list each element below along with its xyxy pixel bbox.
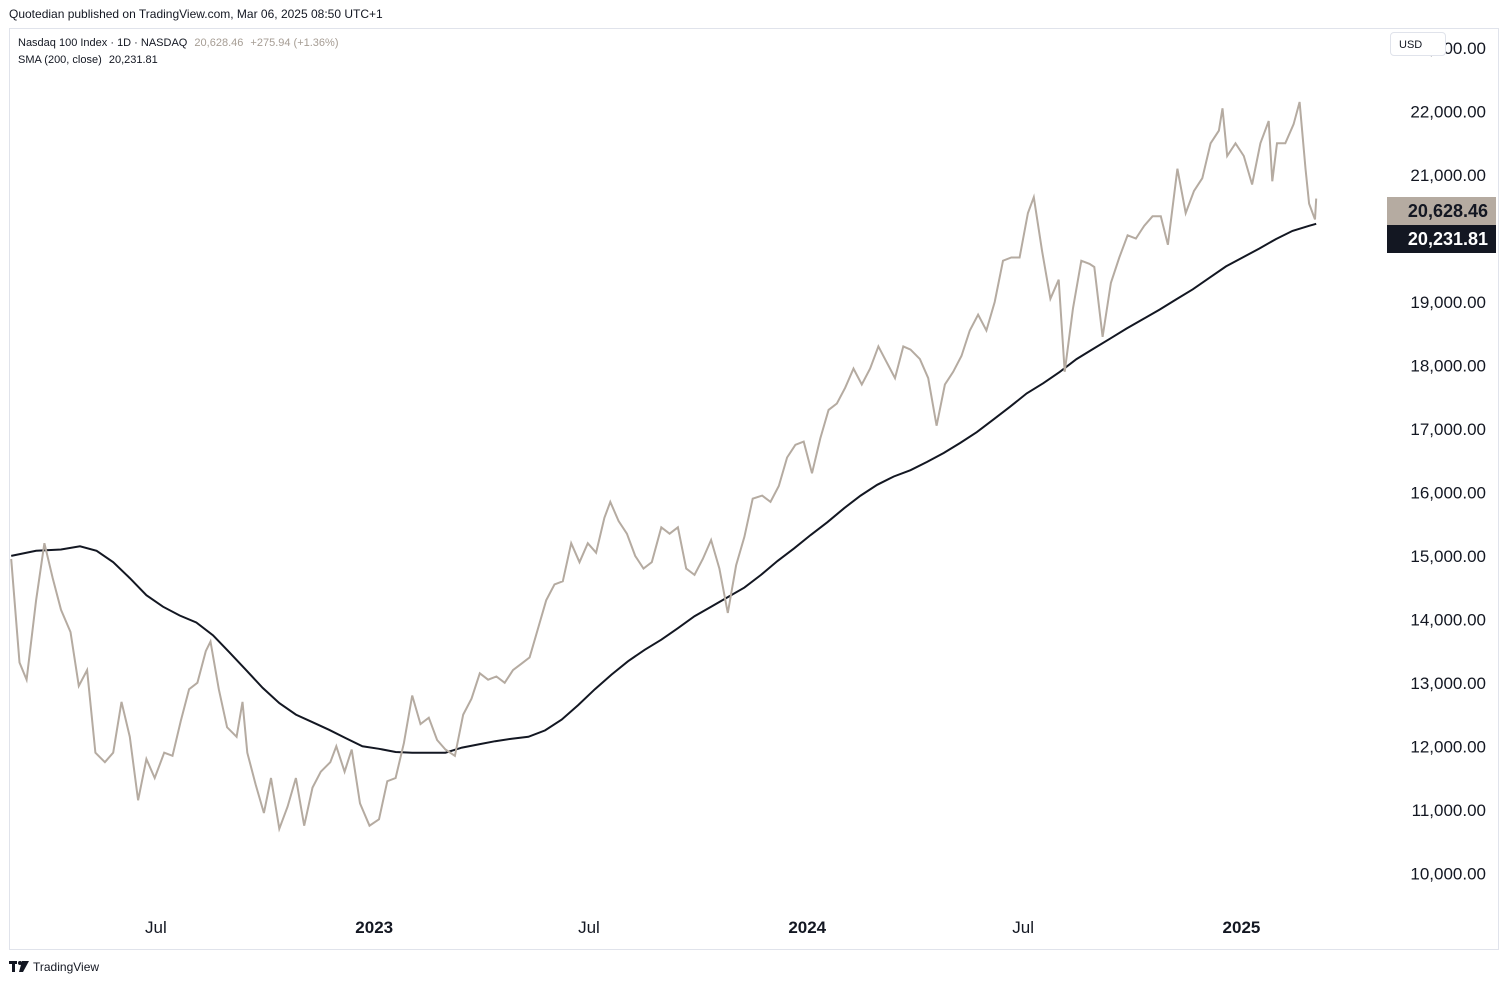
footer-brand[interactable]: TradingView	[9, 960, 99, 974]
legend-price: 20,628.46	[194, 37, 244, 49]
x-axis: Jul 2023 Jul 2024 Jul 2025	[145, 918, 1260, 937]
x-tick-label: Jul	[578, 918, 600, 937]
legend-symbol: Nasdaq 100 Index · 1D · NASDAQ	[18, 37, 188, 49]
legend-sma-value: 20,231.81	[108, 54, 158, 66]
x-tick-label: Jul	[1012, 918, 1034, 937]
y-tick-label: 13,000.00	[1410, 674, 1486, 693]
y-tick-label: 11,000.00	[1412, 801, 1486, 820]
y-tick-label: 16,000.00	[1410, 483, 1486, 502]
y-tick-label: 12,000.00	[1410, 737, 1486, 756]
y-tick-label: 10,000.00	[1410, 864, 1486, 883]
y-tick-label: 22,000.00	[1410, 103, 1486, 122]
y-tick-label: 14,000.00	[1410, 610, 1486, 629]
last-price-tag: 20,628.46	[1387, 197, 1496, 225]
y-tick-label: 21,000.00	[1410, 166, 1486, 185]
y-axis: 10,000.00 11,000.00 12,000.00 13,000.00 14,0…	[1410, 39, 1486, 883]
legend-sma-label: SMA (200, close)	[18, 54, 102, 66]
publisher-caption: Quotedian published on TradingView.com, …	[9, 7, 383, 21]
legend-symbol-row[interactable]: Nasdaq 100 Index · 1D · NASDAQ 20,628.46…	[18, 35, 339, 52]
currency-button[interactable]: USD	[1390, 32, 1446, 56]
y-tick-label: 17,000.00	[1410, 420, 1486, 439]
footer-brand-label: TradingView	[33, 960, 100, 974]
y-tick-label: 15,000.00	[1410, 547, 1486, 566]
legend-sma-row[interactable]: SMA (200, close) 20,231.81	[18, 52, 339, 69]
price-tags: 20,628.46 20,231.81	[1387, 197, 1496, 253]
x-tick-label: Jul	[145, 918, 167, 937]
legend-change: +275.94 (+1.36%)	[250, 37, 339, 49]
chart-frame	[9, 28, 1499, 950]
x-tick-label: 2023	[355, 918, 393, 937]
x-tick-label: 2025	[1223, 918, 1261, 937]
svg-text:20,628.46: 20,628.46	[1408, 201, 1488, 221]
price-line	[10, 101, 1318, 833]
sma-200-line	[10, 222, 1317, 754]
chart-legend: Nasdaq 100 Index · 1D · NASDAQ 20,628.46…	[18, 35, 339, 69]
svg-text:20,231.81: 20,231.81	[1408, 229, 1488, 249]
sma-price-tag: 20,231.81	[1387, 225, 1496, 253]
y-tick-label: 18,000.00	[1410, 356, 1486, 375]
tradingview-logo-icon	[9, 961, 29, 972]
x-tick-label: 2024	[788, 918, 826, 937]
y-tick-label: 19,000.00	[1410, 293, 1486, 312]
